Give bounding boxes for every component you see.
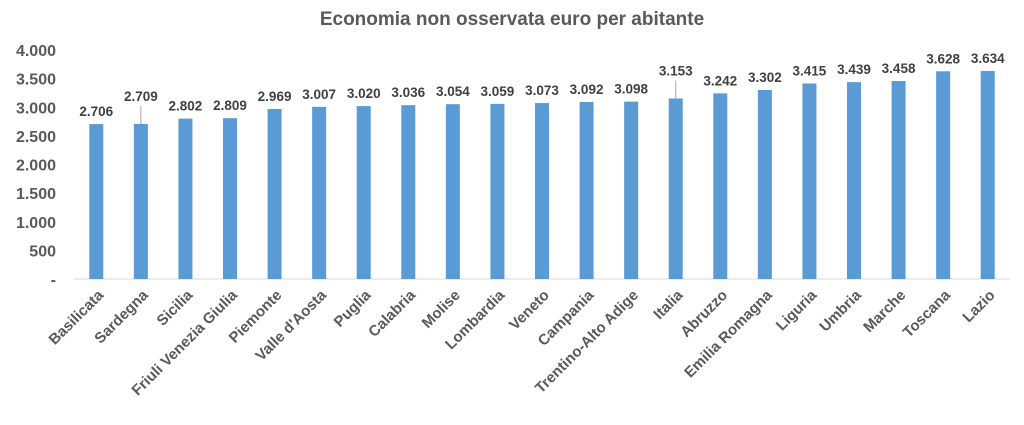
y-tick-label: 2.000 [16,158,56,175]
category-label: Puglia [331,286,375,330]
bar [980,70,995,280]
bar [401,105,416,280]
category-label: Lazio [959,287,998,326]
bar [133,123,148,279]
data-label: 2.809 [213,98,247,113]
y-tick-label: 2.500 [16,129,56,146]
y-tick-label: 1.000 [16,215,56,232]
data-label: 3.020 [347,86,381,101]
bar [713,93,728,279]
data-label: 3.439 [837,62,871,77]
category-label: Toscana [900,286,955,341]
bar [178,118,193,279]
bar [624,101,639,280]
category-label: Italia [650,286,687,323]
data-label: 3.054 [436,84,470,99]
data-label: 2.706 [79,104,113,119]
data-label: 3.059 [481,84,515,99]
category-label: Umbria [816,286,865,335]
data-label: 3.007 [302,87,336,102]
y-tick-label: - [51,272,56,289]
data-label: 2.969 [258,89,292,104]
category-label: Liguria [773,286,821,334]
y-tick-label: 4.000 [16,43,56,60]
y-tick-label: 3.000 [16,100,56,117]
bar [802,83,817,280]
bar [757,89,772,279]
category-label: Sicilia [154,286,197,329]
data-label: 3.458 [882,61,916,76]
bar [89,124,104,279]
bar [579,101,594,279]
data-label: 3.153 [659,63,693,78]
bar [223,118,237,279]
bar [668,98,683,279]
bar [267,109,282,279]
category-label: Calabria [365,286,419,340]
data-label: 2.802 [169,99,203,114]
data-label: 3.242 [703,73,737,88]
y-tick-label: 500 [29,243,56,260]
data-label: 3.036 [391,85,425,100]
y-tick-label: 3.500 [16,72,56,89]
data-label: 3.628 [926,51,960,66]
bar [490,103,505,279]
data-label: 3.092 [570,82,604,97]
bar [936,71,951,279]
bar [535,103,549,280]
bar [312,106,327,280]
data-label: 3.098 [614,82,648,97]
data-label: 2.709 [124,89,158,104]
data-label: 3.634 [971,51,1005,66]
chart-title: Economia non osservata euro per abitante [319,9,705,30]
data-label: 3.302 [748,70,782,85]
y-tick-label: 1.500 [16,186,56,203]
bar [891,81,906,279]
bar [445,104,460,279]
bar [356,106,371,279]
data-label: 3.073 [525,83,559,98]
data-label: 3.415 [793,63,827,78]
bar [847,82,861,279]
